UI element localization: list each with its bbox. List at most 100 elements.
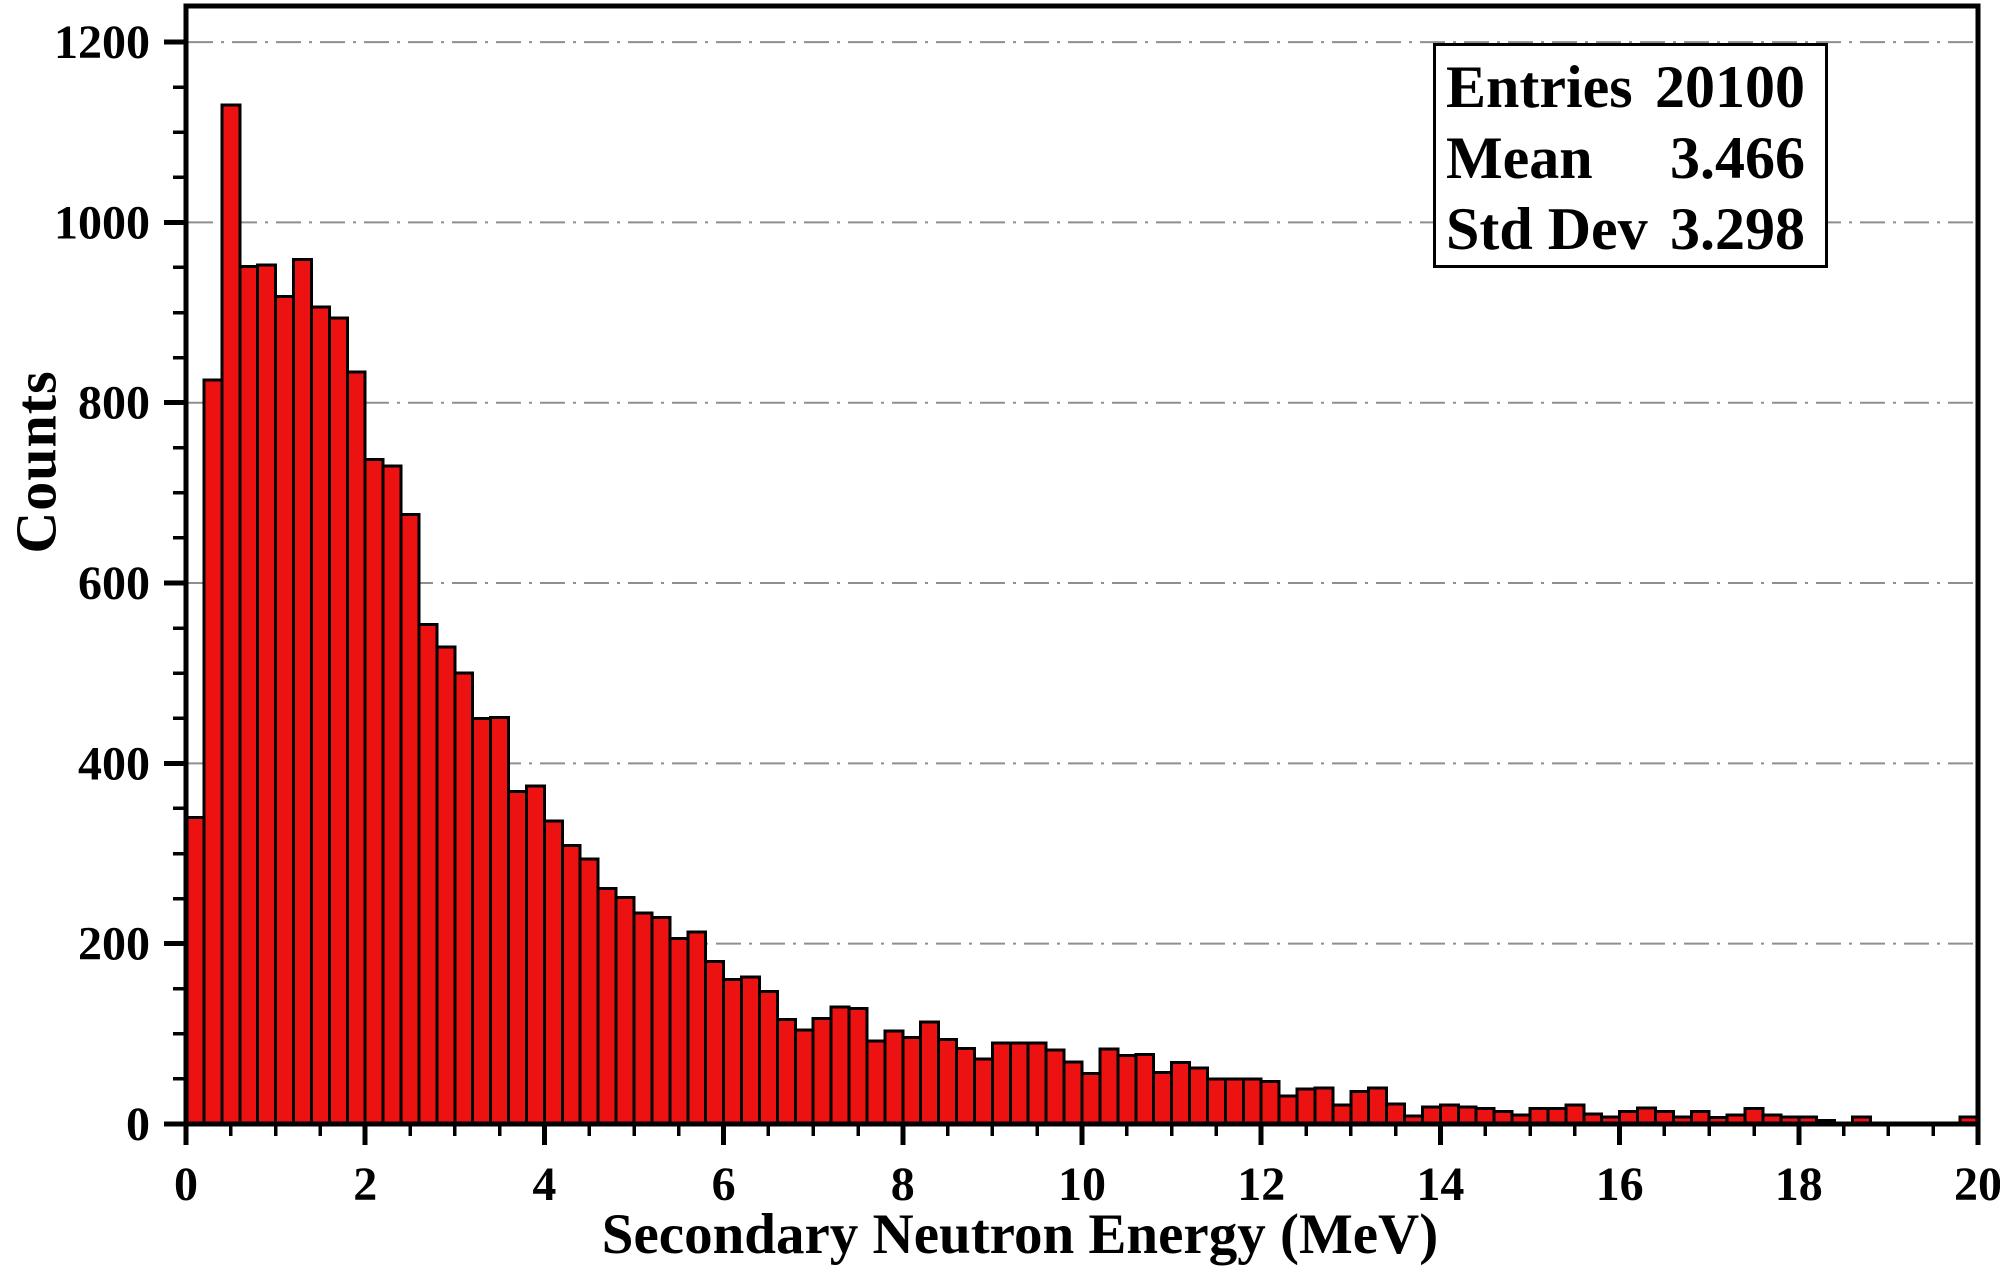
histogram-bar bbox=[1295, 1087, 1317, 1126]
histogram-bar bbox=[220, 103, 242, 1126]
stats-value: 3.466 bbox=[1670, 125, 1805, 191]
histogram-bar bbox=[1134, 1053, 1156, 1126]
x-tick-label: 14 bbox=[1416, 1158, 1464, 1211]
stats-row-mean: Mean 3.466 bbox=[1446, 123, 1805, 194]
histogram-bar bbox=[202, 378, 224, 1126]
y-tick-label: 200 bbox=[78, 918, 150, 971]
histogram-bar bbox=[507, 789, 528, 1126]
histogram-bar bbox=[453, 671, 475, 1126]
histogram-bar bbox=[596, 887, 618, 1126]
histogram-bar bbox=[399, 513, 421, 1126]
histogram-bar bbox=[1223, 1077, 1245, 1126]
histogram-bar bbox=[865, 1039, 887, 1126]
histogram-bar bbox=[274, 294, 296, 1126]
histogram-bar bbox=[292, 257, 313, 1126]
histogram-bar bbox=[1564, 1103, 1586, 1126]
y-tick-label: 600 bbox=[78, 557, 150, 610]
histogram-bar bbox=[1188, 1066, 1209, 1126]
histogram-bar bbox=[435, 645, 457, 1126]
histogram-bar bbox=[1062, 1060, 1084, 1126]
y-axis-title: Counts bbox=[3, 370, 69, 554]
histogram-bar bbox=[542, 819, 564, 1126]
histogram-bar bbox=[309, 305, 331, 1126]
histogram-bar bbox=[363, 458, 385, 1126]
histogram-bar bbox=[1277, 1094, 1299, 1126]
histogram-bar bbox=[184, 815, 206, 1126]
histogram-bar bbox=[614, 896, 636, 1126]
x-tick-label: 2 bbox=[353, 1158, 377, 1211]
stats-label: Mean bbox=[1446, 125, 1593, 191]
histogram-bar bbox=[524, 784, 546, 1126]
x-axis-title: Secondary Neutron Energy (MeV) bbox=[601, 1203, 1439, 1266]
histogram-bar bbox=[1349, 1090, 1371, 1126]
x-tick-label: 4 bbox=[532, 1158, 556, 1211]
histogram-bar bbox=[560, 843, 582, 1126]
histogram-bar bbox=[883, 1029, 905, 1126]
histogram-bar bbox=[1026, 1041, 1048, 1126]
x-tick-label: 16 bbox=[1596, 1158, 1644, 1211]
histogram-bar bbox=[1367, 1086, 1389, 1126]
histogram-bar bbox=[937, 1037, 959, 1126]
histogram-bar bbox=[1241, 1077, 1263, 1126]
histogram-bar bbox=[1385, 1102, 1407, 1126]
histogram-bar bbox=[919, 1020, 941, 1126]
stats-label: Std Dev bbox=[1446, 196, 1648, 262]
histogram-bar bbox=[345, 370, 367, 1126]
histogram-bar bbox=[1313, 1086, 1335, 1126]
y-tick-label: 0 bbox=[126, 1098, 150, 1151]
histogram-bar bbox=[1438, 1103, 1460, 1126]
histogram-bar bbox=[686, 930, 708, 1126]
histogram-bar bbox=[256, 263, 278, 1126]
stats-box: Entries 20100 Mean 3.466 Std Dev 3.298 bbox=[1433, 43, 1828, 268]
histogram-bar bbox=[1420, 1105, 1442, 1126]
stats-value: 20100 bbox=[1655, 54, 1805, 120]
histogram-bar bbox=[1205, 1077, 1227, 1126]
stats-value: 3.298 bbox=[1670, 196, 1805, 262]
y-tick-label: 1200 bbox=[54, 16, 150, 69]
histogram-bar bbox=[238, 265, 260, 1126]
histogram-bar bbox=[1152, 1071, 1174, 1126]
histogram-bar bbox=[327, 316, 349, 1126]
histogram-bar bbox=[578, 857, 600, 1126]
x-tick-label: 6 bbox=[712, 1158, 736, 1211]
histogram-bar bbox=[722, 978, 744, 1126]
histogram-bar bbox=[972, 1057, 994, 1126]
histogram-bar bbox=[955, 1046, 976, 1126]
histogram-bar bbox=[1170, 1061, 1192, 1126]
histogram-bar bbox=[417, 623, 439, 1126]
x-tick-label: 20 bbox=[1954, 1158, 2000, 1211]
x-tick-label: 8 bbox=[891, 1158, 915, 1211]
x-tick-label: 0 bbox=[174, 1158, 198, 1211]
histogram-bar bbox=[901, 1035, 923, 1126]
histogram-bar bbox=[1331, 1103, 1353, 1126]
histogram-bar bbox=[990, 1041, 1012, 1126]
histogram-bar bbox=[775, 1017, 797, 1126]
histogram-bar bbox=[757, 989, 779, 1126]
y-tick-label: 400 bbox=[78, 737, 150, 790]
stats-row-stddev: Std Dev 3.298 bbox=[1446, 194, 1805, 265]
histogram-bar bbox=[1116, 1053, 1138, 1126]
histogram-bar bbox=[740, 975, 761, 1126]
x-tick-label: 10 bbox=[1058, 1158, 1106, 1211]
stats-label: Entries bbox=[1446, 54, 1633, 120]
histogram-bar bbox=[704, 960, 726, 1126]
y-tick-label: 1000 bbox=[54, 196, 150, 249]
histogram-bar bbox=[1259, 1080, 1281, 1126]
histogram-bar bbox=[793, 1028, 815, 1126]
histogram-bar bbox=[650, 916, 672, 1126]
histogram-bar bbox=[1008, 1041, 1030, 1126]
histogram-bar bbox=[829, 1005, 851, 1126]
histogram-bar bbox=[668, 936, 690, 1126]
histogram-bar bbox=[1456, 1105, 1478, 1126]
y-tick-label: 800 bbox=[78, 377, 150, 430]
histogram-bar bbox=[1098, 1047, 1120, 1126]
histogram-bar bbox=[847, 1007, 869, 1126]
histogram-bar bbox=[381, 464, 403, 1126]
histogram-bar bbox=[811, 1017, 833, 1126]
x-tick-label: 18 bbox=[1775, 1158, 1823, 1211]
histogram-bar bbox=[632, 911, 654, 1126]
histogram-bar bbox=[1044, 1048, 1066, 1126]
x-tick-label: 12 bbox=[1237, 1158, 1285, 1211]
